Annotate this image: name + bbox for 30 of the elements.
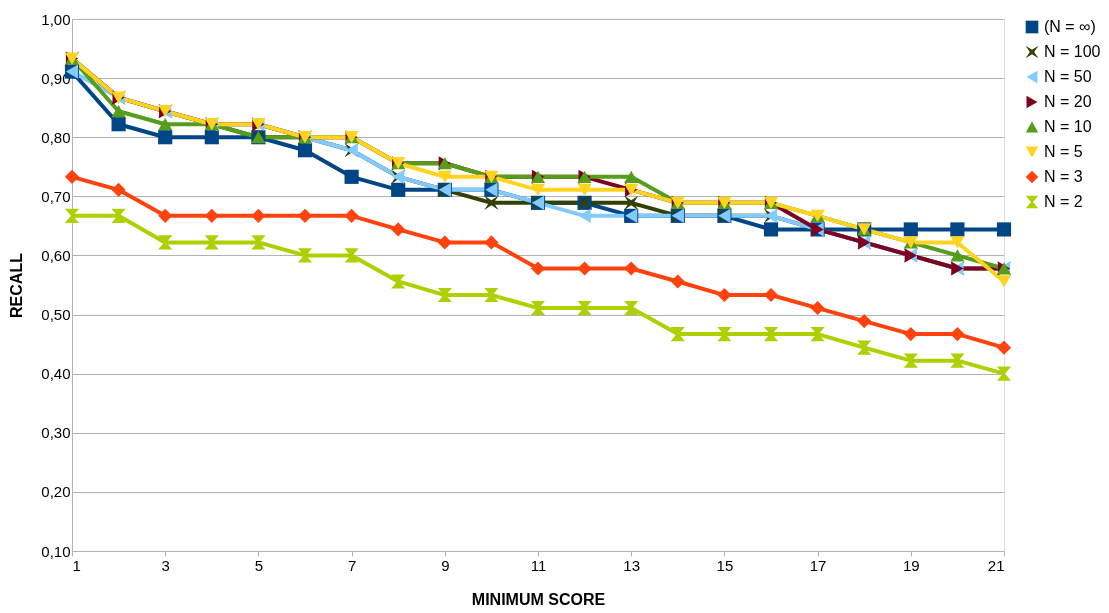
- x-tick-label: 7: [347, 556, 357, 574]
- legend-label: N = 3: [1044, 168, 1083, 185]
- legend-label: N = 2: [1044, 193, 1083, 210]
- y-axis-title: RECALL: [8, 252, 26, 318]
- y-tick-label: 0,70: [41, 187, 71, 205]
- y-tick-label: 0,10: [41, 542, 71, 560]
- y-tick-label: 0,60: [41, 246, 71, 264]
- legend-label: N = 10: [1044, 118, 1092, 135]
- legend-label: N = 50: [1044, 68, 1092, 85]
- x-tick-label: 1: [72, 556, 81, 574]
- x-tick-label: 11: [530, 556, 547, 574]
- x-tick-label: 13: [623, 556, 641, 574]
- y-tick-label: 0,40: [41, 365, 71, 383]
- x-tick-label: 9: [441, 556, 450, 574]
- y-tick-label: 0,50: [41, 306, 71, 324]
- legend-label: N = 5: [1044, 143, 1083, 160]
- y-tick-label: 1,00: [41, 10, 71, 28]
- x-tick-label: 21: [987, 556, 1005, 574]
- legend-label: N = 100: [1044, 43, 1101, 60]
- y-tick-label: 0,20: [41, 483, 71, 501]
- x-tick-label: 19: [902, 556, 920, 574]
- y-tick-label: 0,30: [41, 424, 71, 442]
- x-tick-label: 15: [716, 556, 734, 574]
- x-tick-label: 5: [254, 556, 264, 574]
- x-axis-title: MINIMUM SCORE: [471, 590, 606, 608]
- y-tick-label: 0,80: [41, 128, 71, 146]
- legend-label: N = 20: [1044, 93, 1092, 110]
- legend-label: (N = ∞): [1044, 18, 1096, 35]
- x-tick-label: 17: [809, 556, 827, 574]
- x-tick-label: 3: [161, 556, 170, 574]
